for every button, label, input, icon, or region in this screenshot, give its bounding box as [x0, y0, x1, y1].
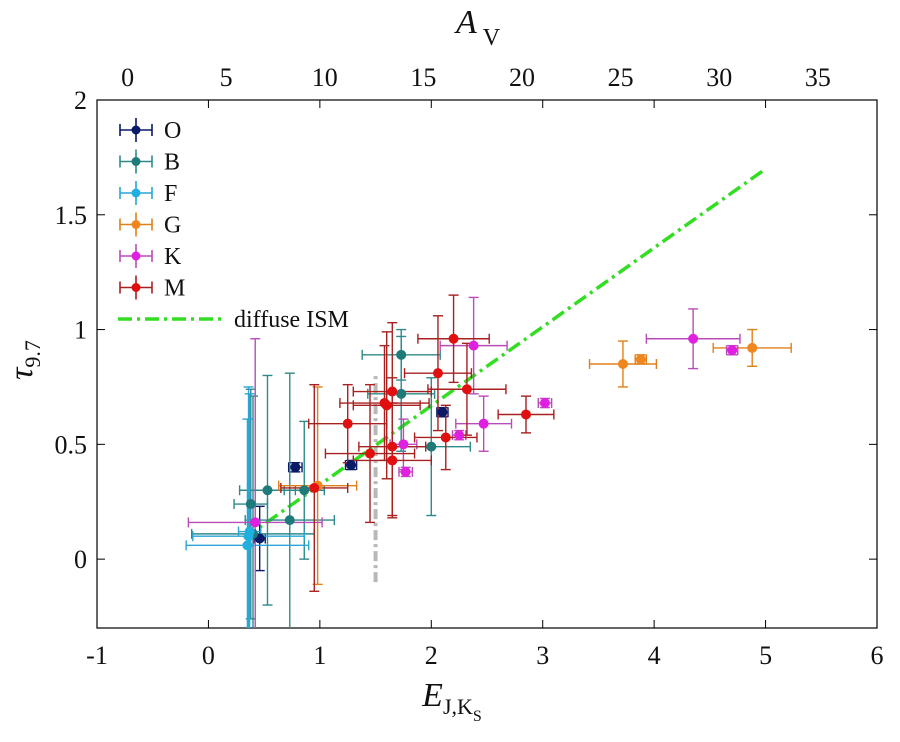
legend-marker	[131, 125, 141, 135]
x2-tick-label: 10	[312, 63, 338, 92]
data-point-k	[478, 418, 489, 429]
x-tick-label: 3	[536, 641, 549, 670]
data-point-m	[521, 409, 531, 420]
data-point-k	[688, 333, 699, 344]
data-point-b	[299, 485, 310, 496]
data-point-m	[342, 418, 353, 429]
y-axis-title-main: τ	[3, 366, 40, 380]
x-axis-title-main: E	[421, 677, 443, 714]
data-point-k	[250, 517, 261, 528]
x-tick-label: 0	[202, 641, 215, 670]
y-axis-title: τ9.7	[3, 340, 45, 380]
legend-marker	[131, 220, 141, 229]
data-point-k	[398, 439, 409, 450]
diffuse-ism-line-path	[243, 167, 767, 540]
y-tick-label: 1	[74, 316, 87, 345]
data-point-o	[346, 460, 357, 471]
data-point-k	[539, 398, 550, 409]
data-point-g	[747, 342, 758, 353]
data-point-m	[461, 384, 472, 395]
data-point-m	[432, 368, 443, 379]
x-tick-label: 2	[425, 641, 438, 670]
legend-label: diffuse ISM	[234, 307, 349, 333]
y-axis-title-group: τ9.7	[3, 340, 45, 380]
plot-frame	[96, 99, 878, 629]
data-point-k	[727, 345, 738, 356]
x2-tick-label: 25	[608, 63, 634, 92]
x2-tick-label: 0	[121, 63, 134, 92]
data-point-o	[254, 533, 265, 544]
data-point-b	[245, 499, 256, 510]
y-tick-label: 0.5	[55, 430, 88, 459]
data-point-k	[400, 466, 411, 477]
x2-tick-label: 35	[805, 63, 831, 92]
x2-tick-label: 20	[509, 63, 535, 92]
y-axis-ticks: 0 0.5 1 1.5 2	[55, 86, 877, 574]
data-point-m	[387, 441, 398, 452]
x-axis-title-subsub: S	[473, 708, 482, 725]
x-axis-title-sub: J,K	[443, 694, 473, 719]
legend-label: F	[164, 181, 177, 207]
data-point-b	[284, 515, 295, 526]
data-point-m	[387, 455, 398, 466]
x2-tick-label: 5	[220, 63, 233, 92]
legend-label: G	[164, 213, 181, 239]
plot-area	[96, 99, 878, 629]
x-tick-label: 4	[648, 641, 661, 670]
data-point-k	[468, 340, 479, 351]
y-tick-label: 1.5	[55, 201, 88, 230]
x-axis-ticks: -1 0 1 2 3 4 5 6	[86, 100, 884, 670]
legend-marker	[131, 283, 141, 292]
data-point-k	[454, 430, 465, 441]
data-point-o	[290, 462, 301, 473]
data-point-f	[244, 526, 255, 537]
data-point-b	[426, 441, 437, 452]
legend-marker	[131, 157, 141, 166]
y-tick-label: 0	[74, 545, 87, 574]
data-point-m	[448, 333, 459, 344]
x2-axis-title-sub: V	[483, 25, 501, 51]
legend-marker	[131, 188, 141, 198]
data-point-m	[309, 482, 320, 493]
data-point-b	[262, 485, 273, 496]
x-tick-label: -1	[86, 641, 108, 670]
x-axis-title: EJ,KS	[421, 677, 482, 725]
data-point-f	[242, 540, 253, 551]
data-point-b	[396, 349, 407, 360]
data-point-g	[617, 359, 628, 369]
legend-label: O	[164, 118, 181, 144]
data-points	[242, 333, 758, 551]
data-point-m	[440, 432, 451, 443]
legend-label: B	[164, 150, 180, 176]
error-bars	[185, 294, 792, 628]
legend-marker	[131, 251, 141, 261]
data-point-g	[635, 354, 646, 365]
x2-axis-title-main: A	[454, 4, 477, 41]
y-tick-label: 2	[74, 86, 87, 115]
x2-tick-label: 30	[706, 63, 732, 92]
x-tick-label: 6	[871, 641, 884, 670]
diffuse-ism-line	[243, 167, 767, 540]
y-axis-title-sub: 9.7	[20, 340, 45, 368]
x-tick-label: 5	[759, 641, 772, 670]
x-tick-label: 1	[313, 641, 326, 670]
data-point-b	[396, 388, 407, 399]
x2-tick-label: 15	[410, 63, 436, 92]
legend-label: K	[164, 244, 182, 270]
data-point-m	[365, 448, 375, 459]
data-point-m	[387, 386, 398, 397]
legend-label: M	[164, 276, 185, 302]
x2-axis-ticks: 0 5 10 15 20 25 30 35	[121, 63, 831, 92]
data-point-o	[437, 407, 448, 418]
data-point-m	[381, 400, 392, 411]
